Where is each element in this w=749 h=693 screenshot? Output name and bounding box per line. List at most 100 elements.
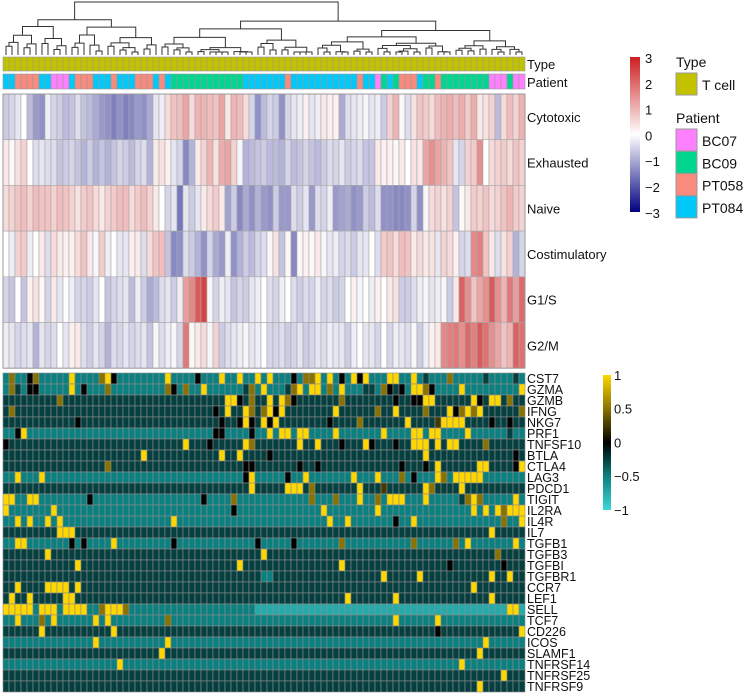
gene-cell xyxy=(206,559,214,572)
gene-cell xyxy=(80,372,88,385)
gene-cell xyxy=(200,416,208,429)
type-annotation-cell xyxy=(266,56,274,72)
score-cell xyxy=(182,185,190,232)
gene-cell xyxy=(404,383,412,396)
gene-cell xyxy=(104,405,112,418)
gene-cell xyxy=(476,394,484,407)
gene-cell xyxy=(512,592,520,605)
gene-cell xyxy=(464,416,472,429)
gene-cell xyxy=(248,647,256,660)
gene-cell xyxy=(26,548,34,561)
gene-cell xyxy=(182,394,190,407)
gene-cell xyxy=(158,504,166,517)
gene-cell xyxy=(398,438,406,451)
gene-cell xyxy=(98,625,106,638)
gene-cell xyxy=(302,449,310,462)
gene-cell xyxy=(320,581,328,594)
gene-cell xyxy=(470,427,478,440)
score-cell xyxy=(362,322,370,369)
gene-cell xyxy=(398,482,406,495)
gene-cell xyxy=(134,647,142,660)
gene-cell xyxy=(314,625,322,638)
gene-cell xyxy=(512,438,520,451)
score-cell xyxy=(38,230,46,278)
gene-cell xyxy=(206,383,214,396)
gene-cell xyxy=(122,603,130,616)
gene-cell xyxy=(386,559,394,572)
type-annotation-cell xyxy=(182,56,190,72)
gene-cell xyxy=(182,570,190,583)
gene-cell xyxy=(110,680,118,693)
gene-cell xyxy=(326,559,334,572)
gene-cell xyxy=(80,482,88,495)
gene-cell xyxy=(20,416,28,429)
gene-cell xyxy=(392,471,400,484)
gene-cell xyxy=(20,372,28,385)
gene-cell xyxy=(38,405,46,418)
gene-cell xyxy=(158,581,166,594)
gene-cell xyxy=(380,460,388,473)
gene-cell xyxy=(50,372,58,385)
gene-cell xyxy=(146,449,154,462)
gene-cell xyxy=(224,460,232,473)
gene-cell xyxy=(26,625,34,638)
gene-cell xyxy=(50,658,58,671)
gene-cell xyxy=(68,383,76,396)
gene-cell xyxy=(236,548,244,561)
gene-cell xyxy=(482,592,490,605)
dendrogram-branch xyxy=(74,1,339,22)
gene-cell xyxy=(86,603,94,616)
gene-cell xyxy=(320,493,328,506)
score-cell xyxy=(380,185,388,232)
gene-cell xyxy=(86,548,94,561)
gene-cell xyxy=(434,394,442,407)
gene-cell xyxy=(176,416,184,429)
gene-cell xyxy=(380,603,388,616)
patient-annotation-cell xyxy=(56,73,64,90)
score-cell xyxy=(290,276,298,323)
score-cell xyxy=(74,276,82,323)
gene-cell xyxy=(212,493,220,506)
gene-cell xyxy=(14,592,22,605)
score-cell xyxy=(176,276,184,323)
gene-cell xyxy=(176,504,184,517)
gene-cell xyxy=(176,603,184,616)
score-cell xyxy=(398,322,406,369)
gene-cell xyxy=(368,548,376,561)
gene-cell xyxy=(356,603,364,616)
gene-cell xyxy=(284,658,292,671)
gene-cell xyxy=(488,603,496,616)
score-cell xyxy=(500,185,508,232)
gene-cell xyxy=(482,449,490,462)
gene-cell xyxy=(50,647,58,660)
score-cell xyxy=(206,185,214,232)
gene-cell xyxy=(158,625,166,638)
score-cell xyxy=(200,139,208,186)
score-cell xyxy=(422,139,430,186)
gene-cell xyxy=(128,537,136,550)
score-cell xyxy=(302,230,310,278)
gene-cell xyxy=(32,394,40,407)
score-cell xyxy=(158,139,166,186)
score-cell xyxy=(374,93,382,141)
gene-cell xyxy=(488,493,496,506)
score-row-label: Exhausted xyxy=(527,156,588,171)
score-cell xyxy=(44,230,52,278)
gene-cell xyxy=(158,471,166,484)
gene-cell xyxy=(26,405,34,418)
gene-cell xyxy=(332,515,340,528)
gene-cell xyxy=(92,559,100,572)
type-annotation-cell xyxy=(158,56,166,72)
gene-cell xyxy=(512,394,520,407)
score-cell xyxy=(122,230,130,278)
gene-cell xyxy=(140,559,148,572)
gene-cell xyxy=(74,669,82,682)
gene-cell xyxy=(362,603,370,616)
gene-cell xyxy=(458,394,466,407)
gene-cell xyxy=(236,636,244,649)
score-cell xyxy=(242,230,250,278)
gene-cell xyxy=(470,515,478,528)
gene-cell xyxy=(398,548,406,561)
gene-cell xyxy=(500,603,508,616)
gene-cell xyxy=(62,383,70,396)
